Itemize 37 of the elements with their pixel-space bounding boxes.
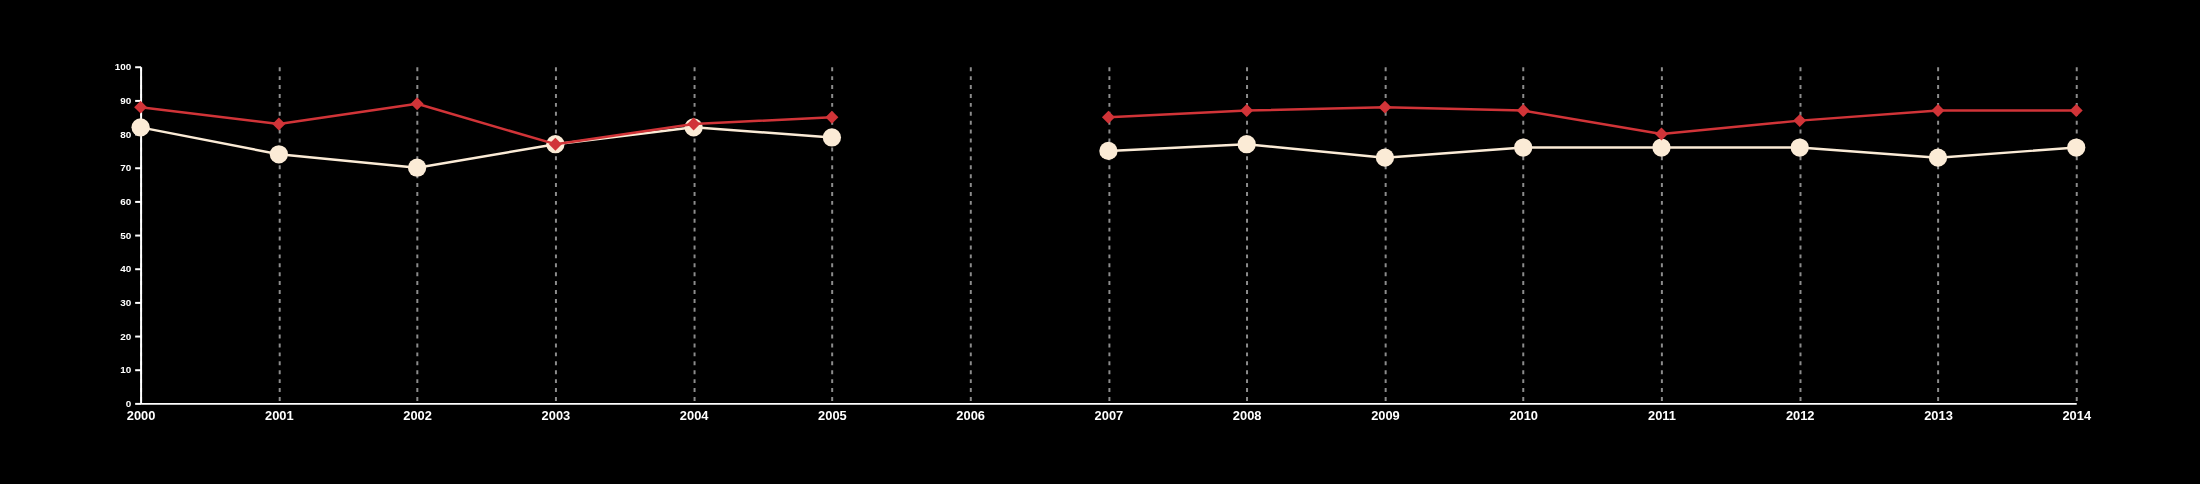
point xyxy=(1378,100,1392,114)
x-tick-label: 2007 xyxy=(1094,407,1124,423)
y-tick-label: 0 xyxy=(125,397,132,409)
point xyxy=(134,100,148,114)
y-tick-label: 30 xyxy=(120,296,132,308)
y-tick-label: 70 xyxy=(120,162,132,174)
x-tick-label: 2014 xyxy=(2062,407,2092,423)
x-tick-label: 2010 xyxy=(1509,407,1538,423)
y-tick-label: 50 xyxy=(120,229,132,241)
y-tick-label: 90 xyxy=(120,94,132,106)
x-tick-label: 2005 xyxy=(818,407,847,423)
point xyxy=(1516,104,1530,117)
point xyxy=(2069,104,2083,117)
x-tick-label: 2013 xyxy=(1924,407,1953,423)
point xyxy=(1101,110,1115,124)
x-tick-label: 2001 xyxy=(265,407,294,423)
point xyxy=(410,97,424,111)
x-tick-label: 2009 xyxy=(1371,407,1400,423)
y-tick-label: 40 xyxy=(120,263,132,275)
point xyxy=(1931,104,1945,117)
x-tick-label: 2006 xyxy=(956,407,985,423)
x-tick-label: 2008 xyxy=(1232,407,1262,423)
x-tick-label: 2011 xyxy=(1648,407,1676,423)
point xyxy=(1240,104,1254,117)
x-tick-label: 2012 xyxy=(1785,407,1815,423)
y-tick-label: 80 xyxy=(120,128,132,140)
point xyxy=(825,110,839,124)
y-tick-label: 20 xyxy=(120,330,132,342)
y-tick-label: 60 xyxy=(120,195,132,207)
x-tick-label: 2000 xyxy=(126,407,156,423)
point xyxy=(1655,127,1668,141)
y-tick-label: 10 xyxy=(120,364,132,376)
x-tick-label: 2003 xyxy=(541,407,571,423)
point xyxy=(1793,114,1807,128)
x-tick-label: 2002 xyxy=(403,407,432,423)
x-tick-label: 2004 xyxy=(679,407,710,423)
y-tick-label: 100 xyxy=(114,61,132,73)
